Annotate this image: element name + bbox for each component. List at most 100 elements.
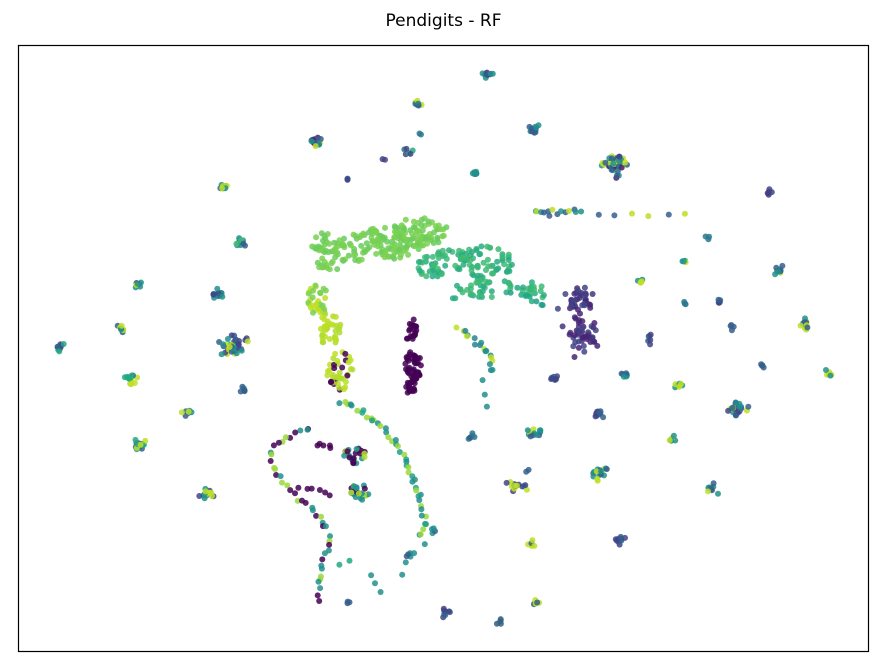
data-point [336,384,343,391]
data-point [353,446,360,452]
data-point [341,235,347,242]
data-point [322,295,329,301]
data-point [380,235,387,242]
data-point [318,565,325,572]
data-point [575,287,582,294]
data-point [327,533,333,540]
data-point [332,350,339,357]
data-point [54,343,61,350]
data-point [336,400,343,407]
data-point [430,262,437,269]
data-point [549,375,556,382]
data-point [346,557,353,564]
data-point [340,257,347,264]
data-point [575,306,581,313]
data-point [328,379,334,386]
data-point [405,469,412,476]
data-point [219,185,226,192]
data-point [616,153,623,160]
data-point [472,341,478,348]
data-point [419,227,426,234]
data-point [647,337,654,343]
data-point [398,222,405,229]
data-point [474,263,481,270]
data-point [353,235,360,242]
data-point [823,367,829,373]
data-point [418,512,425,519]
data-point [312,282,319,289]
data-point [602,159,609,166]
data-point [332,313,339,320]
data-point [322,247,329,254]
data-point [305,290,312,297]
data-point [715,490,721,497]
data-point [568,302,575,309]
data-point [440,232,447,239]
data-point [797,322,804,329]
data-point [598,468,604,475]
data-point [580,343,587,349]
data-point [589,335,596,342]
data-point [575,319,582,326]
data-point [344,176,351,183]
data-point [595,211,602,218]
data-point [302,499,309,506]
data-point [592,413,599,420]
data-point [559,323,566,330]
data-point [382,156,388,163]
data-point [590,324,597,331]
data-point [416,267,423,274]
data-point [479,288,486,295]
data-point [377,423,384,429]
data-point [219,293,226,300]
data-point [410,316,417,323]
data-point [460,254,467,261]
data-point [452,295,459,302]
data-point [392,437,399,443]
data-point [417,531,424,538]
data-point [446,608,453,615]
data-point [680,258,687,265]
data-point [413,369,420,376]
data-point [224,336,231,342]
data-point [494,258,501,265]
data-point [363,414,370,421]
data-point [403,236,410,243]
data-point [528,286,535,293]
data-point [304,426,311,433]
data-point [332,336,339,343]
data-point [518,291,525,298]
data-point [775,268,782,275]
data-point [359,496,366,503]
data-point [405,251,412,258]
data-point [319,339,326,346]
data-point [354,407,361,414]
data-point [341,386,347,393]
data-point [393,231,400,238]
data-point [308,485,315,492]
data-point [480,283,487,290]
data-point [375,243,381,250]
data-point [503,479,510,486]
data-point [424,240,430,247]
data-point [471,434,478,440]
data-point [312,143,319,150]
data-point [346,454,353,461]
data-point [210,291,217,298]
data-point [456,266,463,273]
data-point [390,253,396,260]
data-point [495,246,502,253]
data-point [368,572,375,579]
data-point [617,533,624,540]
data-point [430,525,437,532]
data-point [142,437,149,444]
data-point [647,331,654,338]
data-point [344,448,351,455]
data-point [342,350,349,357]
data-point [467,252,474,259]
data-point [613,172,620,179]
data-point [415,227,421,234]
data-point [489,270,495,277]
data-point [546,212,553,219]
